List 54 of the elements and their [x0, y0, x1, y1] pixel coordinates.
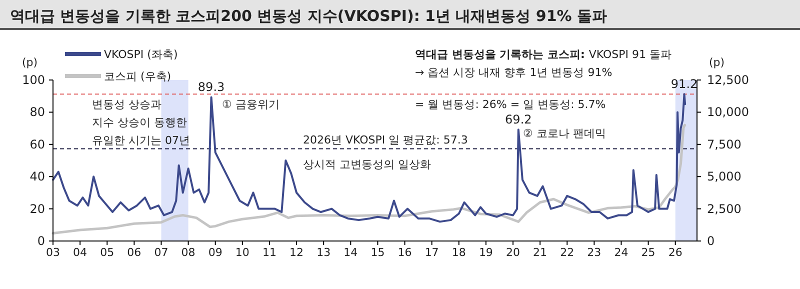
y2-axis-title: (p) — [709, 56, 725, 69]
annotation: 91.2 — [670, 77, 698, 92]
x-tick-label: 16 — [398, 246, 412, 259]
x-tick-label: 07 — [154, 246, 168, 259]
ref-line-label: 2026년 VKOSPI 일 평균값: 57.3 — [303, 134, 468, 147]
x-tick-label: 05 — [100, 246, 114, 259]
x-tick-label: 03 — [46, 246, 60, 259]
x-tick-label: 18 — [452, 246, 466, 259]
x-tick-label: 21 — [533, 246, 548, 259]
y-tick-label: 20 — [30, 202, 45, 216]
chart-title: 역대급 변동성을 기록한 코스피200 변동성 지수(VKOSPI): 1년 내재변동성 91% 돌파 — [10, 7, 608, 25]
text: 역대급 변동성을 기록하는 코스피: — [415, 48, 585, 61]
x-tick-label: 17 — [424, 246, 439, 259]
y2-tick-label: 2,500 — [707, 202, 742, 216]
text: → 옵션 시장 내재 향후 1년 변동성 91% — [415, 66, 612, 79]
x-tick-label: 09 — [208, 246, 222, 259]
y2-tick-label: 10,000 — [707, 105, 749, 120]
y-tick-label: 80 — [30, 105, 45, 120]
annotation: 89.3 — [198, 80, 225, 94]
x-tick-label: 22 — [560, 246, 574, 259]
annotation: 상시적 고변동성의 일상화 — [303, 158, 431, 171]
annotation: ① 금융위기 — [222, 98, 280, 111]
x-tick-label: 12 — [290, 246, 304, 259]
annotation: = 월 변동성: 26% = 일 변동성: 5.7% — [415, 98, 606, 111]
x-tick-label: 06 — [127, 246, 142, 259]
annotation: 69.2 — [505, 112, 532, 127]
y-tick-label: 100 — [22, 73, 45, 87]
annotation: ② 코로나 팬데믹 — [523, 127, 606, 140]
x-tick-label: 25 — [641, 246, 656, 259]
line-series — [52, 93, 686, 223]
x-tick-label: 20 — [506, 246, 520, 259]
y-tick-label: 40 — [30, 170, 45, 184]
x-tick-label: 24 — [614, 246, 628, 259]
y-tick-label: 60 — [30, 137, 45, 152]
x-tick-label: 08 — [181, 246, 196, 259]
x-tick-label: 26 — [668, 246, 682, 259]
text: VKOSPI 91 돌파 — [588, 48, 672, 61]
y2-tick-label: 7,500 — [707, 137, 742, 152]
x-tick-label: 04 — [73, 246, 88, 259]
x-tick-label: 14 — [344, 246, 358, 259]
x-tick-label: 15 — [370, 246, 385, 259]
y2-tick-label: 5,000 — [707, 170, 742, 184]
annotation: 변동성 상승과 지수 상승이 동행한 유일한 시기는 07년 — [92, 98, 190, 147]
y-axis-title: (p) — [22, 56, 38, 69]
y2-tick-label: 0 — [707, 234, 715, 248]
x-tick-label: 19 — [478, 246, 493, 259]
y-tick-label: 0 — [37, 234, 45, 248]
x-tick-label: 10 — [235, 246, 250, 259]
x-tick-label: 23 — [587, 246, 602, 259]
x-tick-label: 11 — [262, 246, 276, 259]
x-tick-label: 13 — [316, 246, 331, 259]
legend-label: 코스피 (우축) — [104, 70, 172, 83]
y2-tick-label: 12,500 — [707, 73, 749, 87]
legend-label: VKOSPI (좌축) — [104, 48, 178, 61]
